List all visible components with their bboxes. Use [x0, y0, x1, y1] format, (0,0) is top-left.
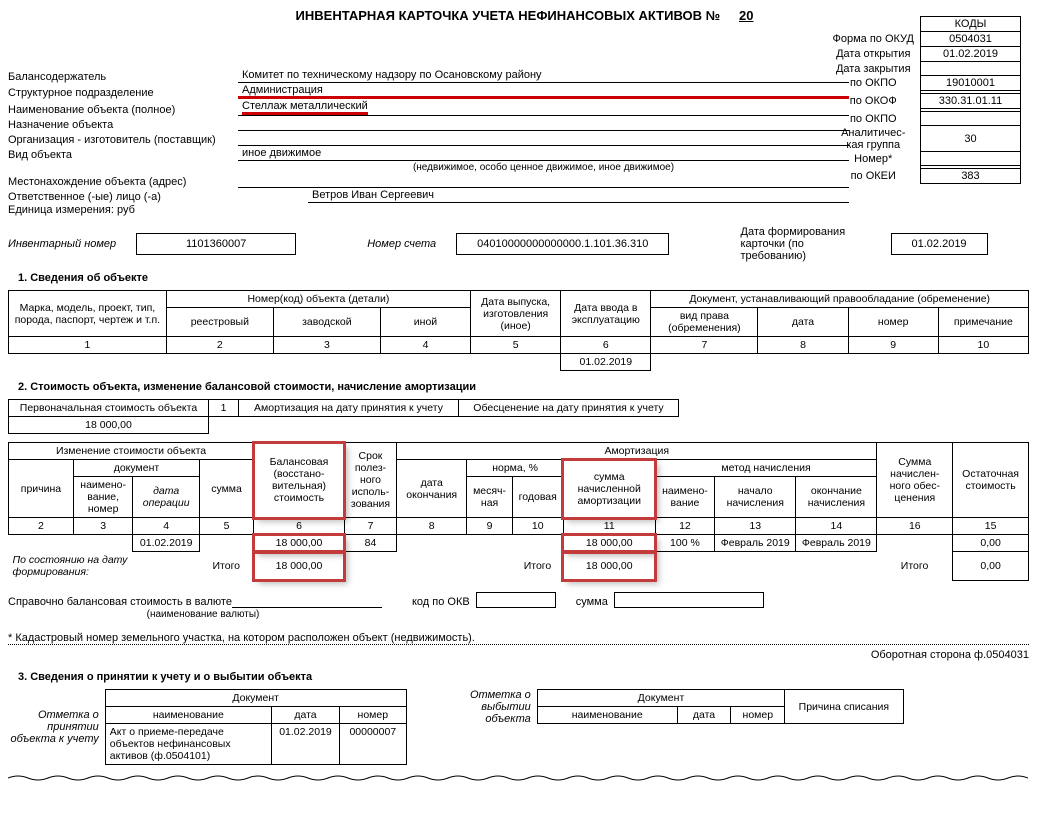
card-date-label: Дата формирования карточки (по требовани…	[741, 226, 871, 262]
section1-title: 1. Сведения об объекте	[18, 272, 1029, 284]
kind-note: (недвижимое, особо ценное движимое, иное…	[238, 162, 849, 173]
s1-exploit-date: 01.02.2019	[561, 354, 651, 371]
amort-sum-header: сумма начисленной амортизации	[563, 460, 655, 518]
holder-value: Комитет по техническому надзору по Осано…	[238, 69, 849, 83]
okei-value: 383	[921, 169, 1021, 184]
accept-table: Документ наименованиедатаномер Акт о при…	[105, 689, 407, 765]
initial-cost: 18 000,00	[9, 417, 209, 434]
close-date-label: Дата закрытия	[827, 62, 921, 76]
back-side-note: Оборотная сторона ф.0504031	[8, 649, 1029, 661]
total-label: По состоянию на дату формирования:	[9, 552, 200, 581]
okpo-value: 19010001	[921, 76, 1021, 91]
analyt-label: Аналитичес- кая группа	[827, 126, 921, 152]
section1-table: Марка, модель, проект, тип, порода, пасп…	[8, 290, 1029, 371]
okud-label: Форма по ОКУД	[827, 32, 921, 47]
okv-label: код по ОКВ	[412, 596, 470, 608]
accept-mark-label: Отметка о принятии объекта к учету	[8, 709, 99, 745]
okud-value: 0504031	[921, 32, 1021, 47]
amort-value: 18 000,00	[563, 535, 655, 552]
balance-value: 18 000,00	[254, 535, 345, 552]
doc-number: 20	[731, 8, 761, 23]
accept-doc-num: 00000007	[340, 723, 406, 764]
card-date-value: 01.02.2019	[891, 233, 988, 255]
dept-label: Структурное подразделение	[8, 87, 238, 99]
okei-label: по ОКЕИ	[827, 169, 921, 184]
inv-num-label: Инвентарный номер	[8, 238, 116, 250]
open-date-value: 01.02.2019	[921, 47, 1021, 62]
kind-value: иное движимое	[238, 147, 849, 161]
codes-header: КОДЫ	[921, 17, 1021, 32]
accept-doc-date: 01.02.2019	[271, 723, 339, 764]
section3-title: 3. Сведения о принятии к учету и о выбыт…	[18, 671, 1029, 683]
kind-label: Вид объекта	[8, 149, 238, 161]
footnote: * Кадастровый номер земельного участка, …	[8, 632, 1029, 645]
manuf-label: Организация - изготовитель (поставщик)	[8, 134, 238, 146]
dispose-mark-label: Отметка о выбытии объекта	[437, 689, 531, 725]
okpo-label: по ОКПО	[827, 76, 921, 91]
acct-label: Номер счета	[367, 238, 436, 250]
holder-label: Балансодержатель	[8, 71, 238, 83]
okof-label: по ОКОФ	[827, 94, 921, 109]
open-date-label: Дата открытия	[827, 47, 921, 62]
okpo2-label: по ОКПО	[827, 112, 921, 126]
dept-value: Администрация	[238, 84, 849, 99]
num-label: Номер*	[827, 152, 921, 166]
initial-cost-table: Первоначальная стоимость объекта 1 Аморт…	[8, 399, 679, 434]
doc-title: ИНВЕНТАРНАЯ КАРТОЧКА УЧЕТА НЕФИНАНСОВЫХ …	[296, 8, 721, 23]
balance-col-header: Балансовая (восстано-вительная) стоимост…	[254, 443, 345, 518]
purpose-label: Назначение объекта	[8, 119, 238, 131]
section2-title: 2. Стоимость объекта, изменение балансов…	[18, 381, 1029, 393]
resp-label: Ответственное (-ые) лицо (-а)	[8, 191, 308, 203]
resp-value: Ветров Иван Сергеевич	[308, 189, 849, 203]
accept-doc-name: Акт о приеме-передаче объектов нефинансо…	[105, 723, 271, 764]
objname-value: Стеллаж металлический	[238, 100, 368, 116]
close-date-value	[921, 62, 1021, 76]
okv-box	[476, 592, 556, 608]
okof-value: 330.31.01.11	[921, 94, 1021, 109]
inv-num-value: 1101360007	[136, 233, 296, 255]
codes-table: КОДЫ Форма по ОКУД0504031 Дата открытия0…	[827, 16, 1022, 184]
analyt-value: 30	[921, 126, 1021, 152]
acct-value: 04010000000000000.1.101.36.310	[456, 233, 669, 255]
currency-ref-label: Справочно балансовая стоимость в валюте	[8, 596, 232, 608]
loc-label: Местонахождение объекта (адрес)	[8, 176, 238, 188]
unit-label: Единица измерения: руб	[8, 204, 135, 216]
amort-total: 18 000,00	[563, 552, 655, 581]
dispose-table: ДокументПричина списания наименованиедат…	[537, 689, 904, 724]
sum-box	[614, 592, 764, 608]
okpo2-value	[921, 112, 1021, 126]
section2-table: Изменение стоимости объекта Балансовая (…	[8, 442, 1029, 581]
objname-label: Наименование объекта (полное)	[8, 104, 238, 116]
torn-edge	[8, 774, 1028, 782]
sum-label: сумма	[576, 596, 608, 608]
balance-total: 18 000,00	[254, 552, 345, 581]
